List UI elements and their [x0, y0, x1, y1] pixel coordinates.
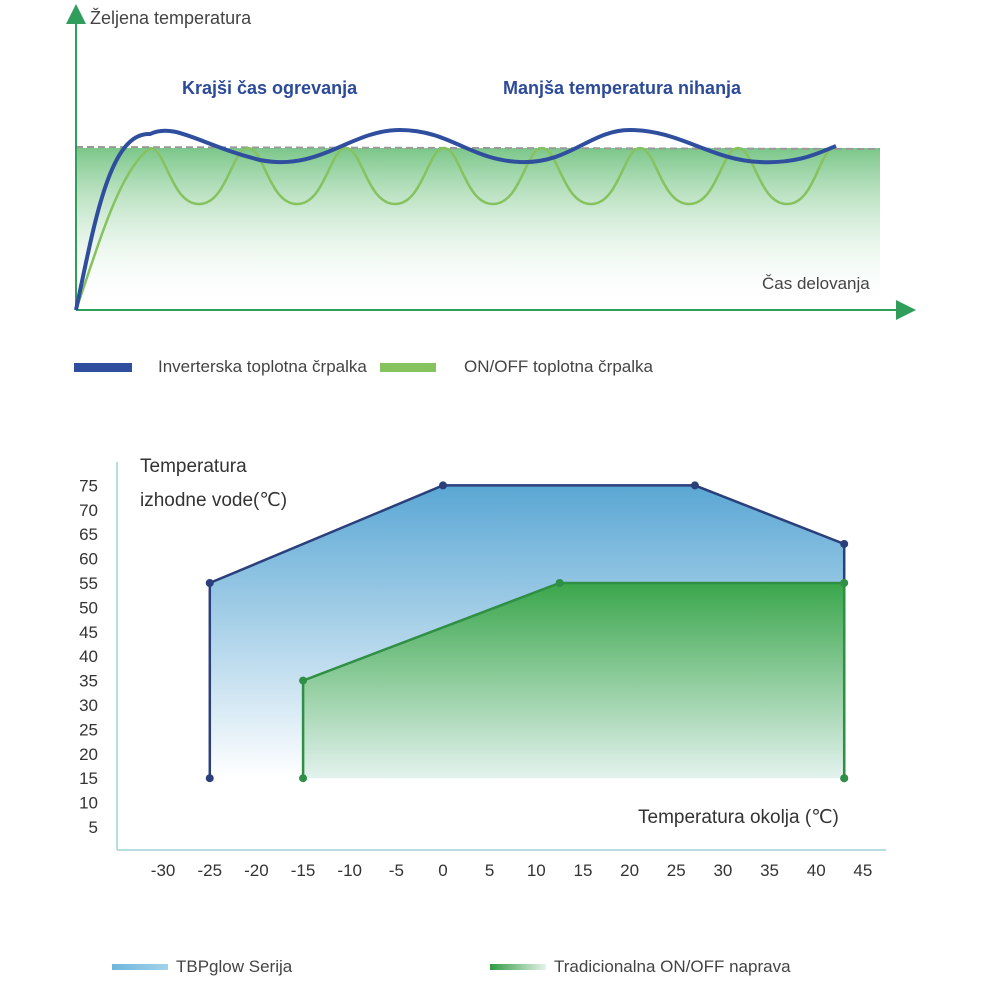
- y-tick-label: 15: [79, 769, 98, 788]
- y-tick-label: 60: [79, 550, 98, 569]
- tbpglow-area-point: [840, 539, 849, 548]
- traditional-area-point: [840, 774, 849, 783]
- x-tick-label: 10: [527, 861, 546, 880]
- bottom-legend: TBPglow Serija Tradicionalna ON/OFF napr…: [110, 955, 910, 985]
- y-tick-label: 35: [79, 672, 98, 691]
- y-tick-label: 10: [79, 794, 98, 813]
- tbpglow-area-point: [439, 481, 447, 490]
- x-tick-label: 15: [573, 861, 592, 880]
- legend-swatch-inverter: [74, 363, 132, 372]
- annotation-shorter-heating: Krajši čas ogrevanja: [182, 78, 358, 98]
- traditional-area-point: [555, 579, 564, 587]
- target-temperature-line: [75, 146, 881, 150]
- traditional-area-outline: [301, 581, 846, 779]
- x-tick-label: 30: [713, 861, 732, 880]
- x-tick-label: -25: [197, 861, 222, 880]
- x-tick-label: -15: [291, 861, 316, 880]
- top-x-axis-label: Čas delovanja: [762, 274, 870, 293]
- x-tick-label: 25: [667, 861, 686, 880]
- legend-label-inverter: Inverterska toplotna črpalka: [158, 357, 367, 376]
- x-tick-label: -10: [337, 861, 362, 880]
- x-tick-label: -30: [151, 861, 176, 880]
- y-tick-label: 75: [79, 476, 98, 495]
- bottom-x-axis-label: Temperatura okolja (℃): [638, 807, 839, 828]
- top-y-axis-label: Željena temperatura: [90, 8, 252, 28]
- tbpglow-area-point: [690, 481, 699, 490]
- y-tick-label: 55: [79, 574, 98, 593]
- tbpglow-area-point: [840, 774, 849, 783]
- legend-label-tbpglow: TBPglow Serija: [176, 957, 293, 976]
- bottom-y-axis-label-line2: izhodne vode(℃): [140, 490, 288, 511]
- tbpglow-area-fill: [209, 485, 845, 779]
- y-tick-label: 5: [89, 818, 98, 837]
- tbpglow-area-outline: [208, 484, 846, 779]
- x-tick-label: 5: [485, 861, 494, 880]
- y-tick-label: 20: [79, 745, 98, 764]
- x-tick-label: -20: [244, 861, 269, 880]
- y-tick-label: 40: [79, 647, 98, 666]
- y-tick-label: 25: [79, 720, 98, 739]
- x-tick-label: 0: [438, 861, 447, 880]
- x-tick-label: 45: [853, 861, 872, 880]
- inverter-curve: [74, 127, 837, 311]
- target-zone-fill: [76, 148, 880, 310]
- legend-swatch-tbpglow: [112, 964, 168, 970]
- tbpglow-area-point: [205, 579, 214, 587]
- bottom-y-axis-label-line1: Temperatura: [140, 456, 247, 477]
- traditional-area-point: [299, 774, 308, 783]
- y-tick-label: 45: [79, 623, 98, 642]
- x-tick-label: 40: [807, 861, 826, 880]
- bottom-y-axis-label: Temperatura izhodne vode(℃): [140, 452, 360, 516]
- y-tick-label: 50: [79, 598, 98, 617]
- y-tick-label: 65: [79, 525, 98, 544]
- traditional-area-point: [840, 579, 849, 587]
- tbpglow-area-point: [205, 774, 214, 783]
- traditional-area-point: [299, 676, 308, 685]
- y-tick-label: 70: [79, 501, 98, 520]
- traditional-area-fill: [303, 583, 845, 779]
- x-tick-label: -5: [389, 861, 404, 880]
- legend-label-traditional: Tradicionalna ON/OFF naprava: [554, 957, 791, 976]
- x-tick-label: 20: [620, 861, 639, 880]
- legend-label-onoff: ON/OFF toplotna črpalka: [464, 357, 653, 376]
- legend-swatch-traditional: [490, 964, 546, 970]
- x-tick-label: 35: [760, 861, 779, 880]
- annotation-lower-fluctuation: Manjša temperatura nihanja: [503, 78, 742, 98]
- legend-swatch-onoff: [380, 363, 436, 372]
- y-tick-label: 30: [79, 696, 98, 715]
- onoff-curve: [74, 146, 836, 311]
- top-chart: [66, 4, 916, 320]
- top-legend: Inverterska toplotna črpalka ON/OFF topl…: [72, 355, 772, 405]
